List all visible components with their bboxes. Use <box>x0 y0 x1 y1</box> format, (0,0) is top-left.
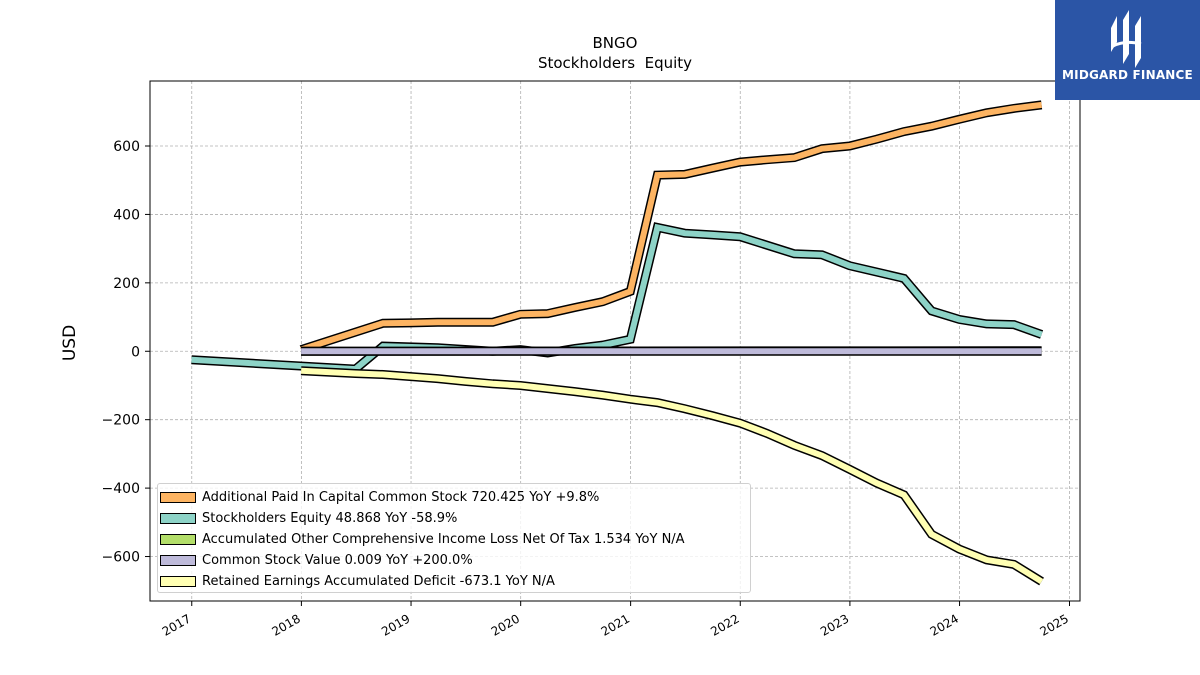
legend-label: Accumulated Other Comprehensive Income L… <box>202 532 685 547</box>
series-group <box>191 100 1044 586</box>
x-tick-label: 2018 <box>269 611 302 638</box>
legend-item: Stockholders Equity 48.868 YoY -58.9% <box>158 508 750 529</box>
legend-label: Stockholders Equity 48.868 YoY -58.9% <box>202 511 458 526</box>
plot-frame <box>149 80 1081 602</box>
chart-subtitle: Stockholders Equity <box>538 54 692 72</box>
legend-label: Retained Earnings Accumulated Deficit -6… <box>202 574 555 589</box>
x-tick-label: 2020 <box>489 611 522 638</box>
legend-item: Additional Paid In Capital Common Stock … <box>158 487 750 508</box>
y-tick-label: 0 <box>131 344 140 360</box>
y-axis-label: USD <box>60 325 80 361</box>
series-line <box>300 367 1044 585</box>
y-tick-label: 600 <box>113 139 140 155</box>
legend-item: Common Stock Value 0.009 YoY +200.0% <box>158 550 750 571</box>
legend-label: Additional Paid In Capital Common Stock … <box>202 490 600 505</box>
legend-label: Common Stock Value 0.009 YoY +200.0% <box>202 553 473 568</box>
y-tick-label: −400 <box>102 481 140 497</box>
legend-swatch <box>160 513 196 524</box>
y-tick-label: 200 <box>113 276 140 292</box>
legend: Additional Paid In Capital Common Stock … <box>157 483 751 593</box>
x-tick-label: 2023 <box>818 611 851 638</box>
x-tick-label: 2022 <box>708 611 741 638</box>
x-tick-label: 2025 <box>1038 611 1071 638</box>
legend-swatch <box>160 555 196 566</box>
series-line <box>300 101 1042 353</box>
legend-item: Retained Earnings Accumulated Deficit -6… <box>158 571 750 592</box>
x-tick-label: 2021 <box>599 611 632 638</box>
chart-title: BNGO <box>593 34 638 52</box>
brand-logo: MIDGARD FINANCE <box>1055 0 1200 100</box>
x-tick-label: 2019 <box>379 611 412 638</box>
logo-mark-icon <box>1111 10 1142 68</box>
x-tick-label: 2017 <box>160 611 193 638</box>
y-tick-label: 400 <box>113 207 140 223</box>
y-tick-label: −600 <box>102 550 140 566</box>
legend-item: Accumulated Other Comprehensive Income L… <box>158 529 750 550</box>
logo-wordmark: MIDGARD FINANCE <box>1062 68 1193 82</box>
legend-swatch <box>160 576 196 587</box>
y-tick-label: −200 <box>102 413 140 429</box>
legend-swatch <box>160 534 196 545</box>
x-tick-label: 2024 <box>928 611 961 638</box>
legend-swatch <box>160 492 196 503</box>
